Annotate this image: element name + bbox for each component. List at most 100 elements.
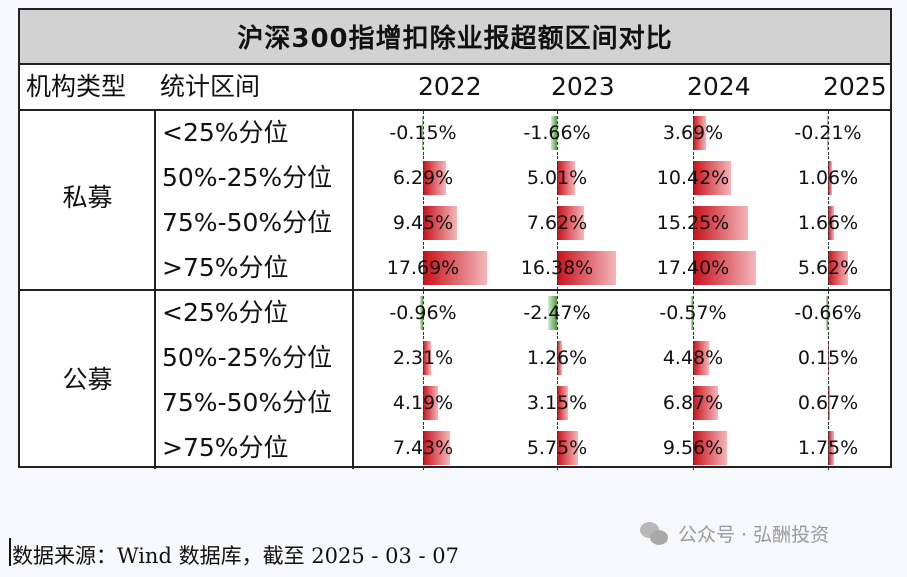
zero-axis — [423, 201, 424, 245]
data-bar — [828, 206, 834, 240]
value-cell: 1.66% — [763, 201, 893, 245]
zero-axis — [828, 336, 829, 380]
value-cell: 9.56% — [628, 426, 758, 470]
value-text: -0.66% — [794, 302, 862, 324]
value-cell: -0.15% — [358, 111, 488, 155]
value-text: 5.01% — [526, 167, 588, 189]
value-text: 1.75% — [797, 437, 859, 459]
zero-axis — [828, 381, 829, 425]
value-text: 0.67% — [797, 392, 859, 414]
column-divider-interval — [352, 109, 354, 469]
value-cell: 1.75% — [763, 426, 893, 470]
comparison-table: 沪深300指增扣除业报超额区间对比 机构类型 统计区间 2022 2023 20… — [18, 8, 893, 470]
value-text: 16.38% — [520, 257, 594, 279]
value-cell: 5.75% — [492, 426, 622, 470]
value-cell: 1.26% — [492, 336, 622, 380]
value-cell: 10.42% — [628, 156, 758, 200]
data-bar — [690, 296, 693, 330]
value-text: -0.15% — [389, 122, 457, 144]
data-bar — [825, 296, 828, 330]
data-bar — [693, 251, 756, 285]
zero-axis — [557, 156, 558, 200]
value-text: 5.62% — [797, 257, 859, 279]
data-bar — [423, 161, 446, 195]
value-text: 0.15% — [797, 347, 859, 369]
row-label: 75%-50%分位 — [162, 388, 333, 417]
data-bar — [557, 161, 576, 195]
zero-axis — [693, 336, 694, 380]
data-bar — [423, 206, 458, 240]
value-text: 2.31% — [392, 347, 454, 369]
data-bar — [557, 206, 585, 240]
value-text: 7.62% — [526, 212, 588, 234]
data-bar — [693, 116, 707, 150]
value-cell: 4.48% — [628, 336, 758, 380]
value-text: 17.69% — [386, 257, 460, 279]
group-label-private: 私募 — [62, 183, 113, 212]
zero-axis — [423, 111, 424, 155]
value-cell: 7.43% — [358, 426, 488, 470]
zero-axis — [693, 156, 694, 200]
header-year-2025: 2025 — [823, 72, 887, 101]
value-text: 4.48% — [662, 347, 724, 369]
data-source-note: 数据来源：Wind 数据库，截至 2025 - 03 - 07 — [8, 538, 459, 570]
table-title: 沪深300指增扣除业报超额区间对比 — [20, 10, 890, 65]
zero-axis — [557, 336, 558, 380]
value-cell: 9.45% — [358, 201, 488, 245]
data-bar — [693, 341, 710, 375]
zero-axis — [423, 291, 424, 335]
data-bar — [557, 431, 578, 465]
value-cell: 16.38% — [492, 246, 622, 290]
data-bar — [423, 341, 432, 375]
header-year-2022: 2022 — [418, 72, 482, 101]
zero-axis — [828, 246, 829, 290]
zero-axis — [423, 381, 424, 425]
row-label: 50%-25%分位 — [162, 343, 333, 372]
value-cell: 5.01% — [492, 156, 622, 200]
value-cell: -1.66% — [492, 111, 622, 155]
data-bar — [693, 431, 728, 465]
zero-axis — [693, 201, 694, 245]
zero-axis — [557, 291, 558, 335]
data-bar — [551, 116, 557, 150]
row-label: 50%-25%分位 — [162, 163, 333, 192]
value-cell: 2.31% — [358, 336, 488, 380]
value-text: 9.45% — [392, 212, 454, 234]
value-cell: 3.15% — [492, 381, 622, 425]
value-text: -0.96% — [389, 302, 457, 324]
value-text: 7.43% — [392, 437, 454, 459]
header-divider — [20, 109, 890, 111]
zero-axis — [423, 246, 424, 290]
value-text: 1.06% — [797, 167, 859, 189]
zero-axis — [693, 246, 694, 290]
zero-axis — [693, 381, 694, 425]
data-bar — [828, 251, 849, 285]
value-text: 10.42% — [656, 167, 730, 189]
value-cell: -0.57% — [628, 291, 758, 335]
value-cell: 7.62% — [492, 201, 622, 245]
data-bar — [419, 296, 423, 330]
zero-axis — [557, 246, 558, 290]
column-divider-org — [154, 109, 156, 469]
data-bar — [828, 386, 831, 420]
value-text: 1.26% — [526, 347, 588, 369]
group-divider — [20, 289, 890, 291]
zero-axis — [693, 426, 694, 470]
value-cell: -0.66% — [763, 291, 893, 335]
row-label: >75%分位 — [162, 253, 289, 282]
zero-axis — [693, 291, 694, 335]
value-cell: 1.06% — [763, 156, 893, 200]
zero-axis — [423, 156, 424, 200]
data-bar — [548, 296, 557, 330]
zero-axis — [693, 111, 694, 155]
row-label: 75%-50%分位 — [162, 208, 333, 237]
header-interval: 统计区间 — [160, 72, 261, 101]
value-text: 6.29% — [392, 167, 454, 189]
data-bar — [827, 116, 828, 150]
data-bar — [423, 251, 487, 285]
value-text: -0.21% — [794, 122, 862, 144]
value-cell: -2.47% — [492, 291, 622, 335]
data-bar — [423, 386, 439, 420]
value-cell: -0.21% — [763, 111, 893, 155]
value-cell: 17.40% — [628, 246, 758, 290]
